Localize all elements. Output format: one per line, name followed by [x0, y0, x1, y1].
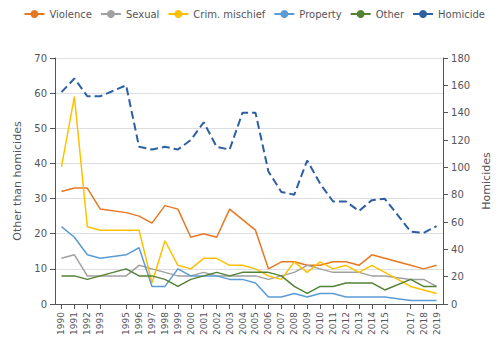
svg-text:2000: 2000 [186, 312, 196, 335]
svg-text:1990: 1990 [56, 312, 66, 335]
svg-text:2007: 2007 [276, 312, 286, 335]
svg-text:2014: 2014 [367, 312, 377, 335]
svg-text:1998: 1998 [160, 312, 170, 335]
svg-text:100: 100 [451, 162, 470, 173]
svg-text:2009: 2009 [302, 312, 312, 335]
svg-text:2011: 2011 [328, 312, 338, 335]
svg-text:1996: 1996 [134, 312, 144, 335]
svg-text:Sexual: Sexual [126, 9, 159, 20]
svg-text:Property: Property [299, 9, 341, 20]
svg-text:2013: 2013 [354, 312, 364, 335]
svg-text:1993: 1993 [95, 312, 105, 335]
svg-text:140: 140 [451, 107, 470, 118]
svg-text:1997: 1997 [147, 312, 157, 335]
svg-text:2001: 2001 [199, 312, 209, 335]
svg-text:20: 20 [451, 271, 464, 282]
svg-text:10: 10 [34, 263, 47, 274]
svg-text:Violence: Violence [49, 9, 91, 20]
svg-text:40: 40 [34, 158, 47, 169]
svg-text:2002: 2002 [212, 312, 222, 335]
svg-text:2018: 2018 [419, 312, 429, 335]
svg-text:70: 70 [34, 53, 47, 64]
svg-text:2019: 2019 [432, 312, 442, 335]
svg-text:1991: 1991 [69, 312, 79, 335]
svg-text:80: 80 [451, 189, 464, 200]
svg-text:0: 0 [41, 299, 47, 310]
svg-text:2003: 2003 [225, 312, 235, 335]
svg-text:2015: 2015 [380, 312, 390, 335]
svg-text:60: 60 [34, 88, 47, 99]
svg-text:160: 160 [451, 80, 470, 91]
svg-text:Other than homicides: Other than homicides [11, 121, 24, 241]
svg-text:2005: 2005 [250, 312, 260, 335]
svg-text:2010: 2010 [315, 312, 325, 335]
svg-text:Homicide: Homicide [438, 9, 485, 20]
svg-text:2004: 2004 [238, 312, 248, 335]
svg-text:Crim. mischief: Crim. mischief [193, 9, 265, 20]
svg-text:40: 40 [451, 244, 464, 255]
svg-text:Other: Other [376, 9, 405, 20]
svg-text:2017: 2017 [406, 312, 416, 335]
svg-text:1992: 1992 [82, 312, 92, 335]
svg-text:30: 30 [34, 193, 47, 204]
svg-text:1999: 1999 [173, 312, 183, 335]
svg-text:180: 180 [451, 53, 470, 64]
svg-text:60: 60 [451, 217, 464, 228]
svg-text:50: 50 [34, 123, 47, 134]
svg-text:Homicides: Homicides [480, 152, 493, 210]
svg-text:120: 120 [451, 135, 470, 146]
svg-text:2006: 2006 [263, 312, 273, 335]
svg-text:1995: 1995 [121, 312, 131, 335]
svg-text:0: 0 [451, 299, 457, 310]
svg-text:2008: 2008 [289, 312, 299, 335]
svg-text:2012: 2012 [341, 312, 351, 335]
svg-text:20: 20 [34, 228, 47, 239]
